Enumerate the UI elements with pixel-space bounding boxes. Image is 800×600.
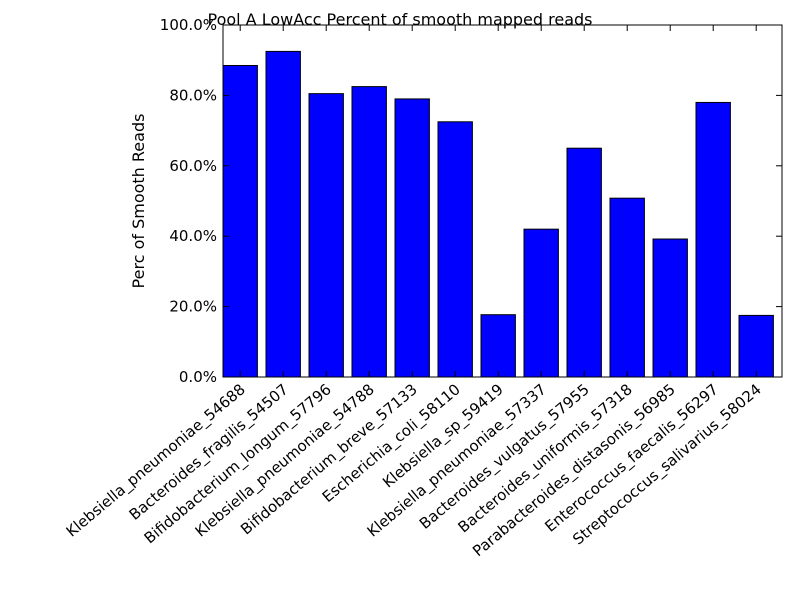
bar [609,197,645,378]
y-tick-label: 40.0% [169,227,217,245]
bar [351,86,387,378]
bar [523,228,559,378]
y-tick-label: 100.0% [160,16,217,34]
bar [394,98,430,378]
bar [265,50,301,378]
chart-title: Pool A LowAcc Percent of smooth mapped r… [207,10,592,29]
bars-group [222,50,774,378]
bar [566,147,602,378]
bar [222,64,258,378]
bar [308,93,344,378]
y-tick-label: 60.0% [169,157,217,175]
bar [480,314,516,378]
bar [695,101,731,378]
y-axis-ticks: 0.0% 20.0% 40.0% 60.0% 80.0% 100.0% [160,16,782,386]
y-tick-label: 20.0% [169,298,217,316]
y-axis-title: Perc of Smooth Reads [129,114,148,289]
bar [738,314,774,378]
y-tick-label: 0.0% [179,368,217,386]
bar [652,238,688,378]
plot-frame [222,24,783,378]
y-tick-label: 80.0% [169,86,217,104]
bar [437,121,473,378]
